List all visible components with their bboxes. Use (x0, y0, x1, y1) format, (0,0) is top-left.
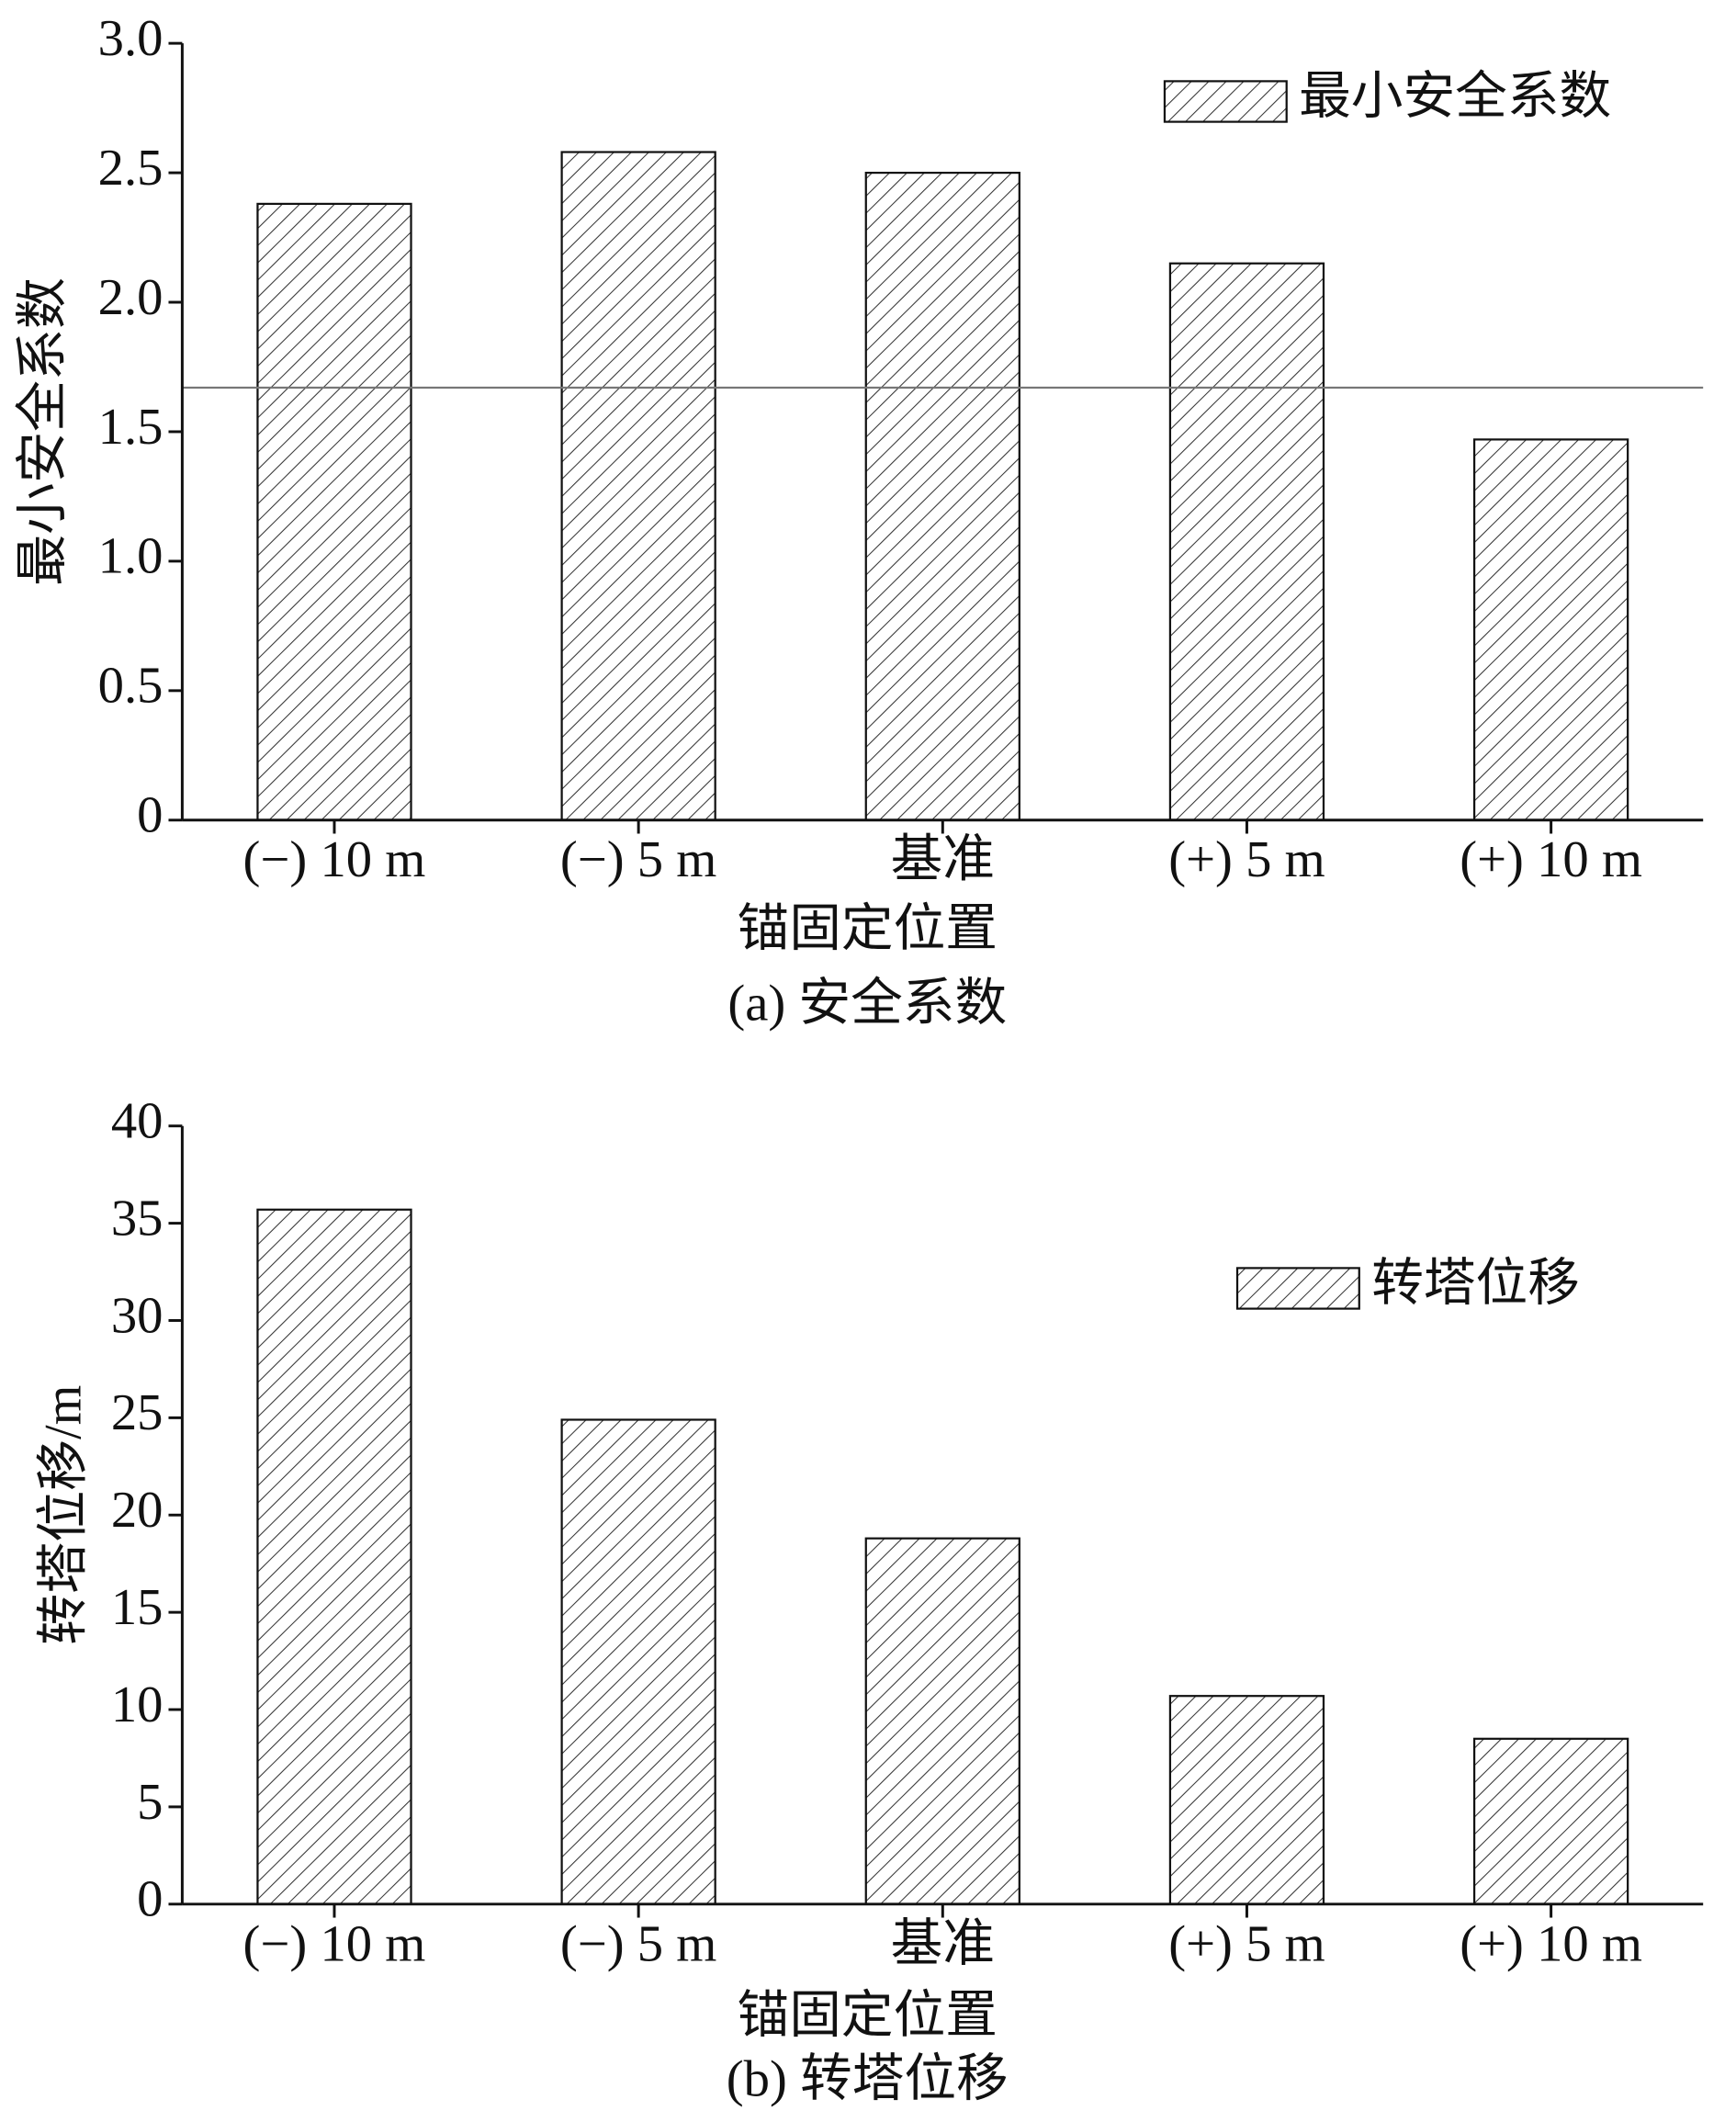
x-axis-label: 锚固定位置 (738, 901, 998, 958)
bar (256, 1208, 412, 1905)
x-tick-label: (−) 10 m (243, 1916, 426, 1973)
x-tick-label: 基准 (891, 832, 995, 889)
x-tick-label: (+) 5 m (1168, 832, 1325, 889)
y-tick-label: 25 (111, 1385, 163, 1442)
bar (256, 202, 412, 821)
y-tick-label: 0 (137, 1871, 163, 1928)
y-tick-label: 15 (111, 1579, 163, 1636)
bar (1472, 438, 1629, 821)
y-tick-label: 10 (111, 1676, 163, 1733)
y-tick-label: 2.0 (98, 269, 163, 326)
caption: (b) 转塔位移 (727, 2051, 1009, 2108)
legend-swatch (1235, 1267, 1360, 1310)
y-tick-label: 30 (111, 1288, 163, 1345)
y-tick-label: 1.5 (98, 399, 163, 456)
y-tick-label: 5 (137, 1774, 163, 1831)
x-tick-label: 基准 (891, 1916, 995, 1973)
x-axis-label: 锚固定位置 (738, 1988, 998, 2045)
bar (560, 151, 716, 821)
x-tick-label: (−) 10 m (243, 832, 426, 889)
y-tick-label: 3.0 (98, 10, 163, 67)
legend-swatch (1163, 80, 1288, 123)
legend-label: 最小安全系数 (1299, 69, 1611, 126)
bar (560, 1418, 716, 1905)
x-tick-label: (+) 5 m (1168, 1916, 1325, 1973)
y-tick-label: 0 (137, 787, 163, 844)
x-tick-label: (−) 5 m (560, 1916, 716, 1973)
bar (864, 171, 1020, 821)
y-tick-label: 2.5 (98, 140, 163, 197)
caption: (a) 安全系数 (727, 976, 1007, 1033)
x-tick-label: (+) 10 m (1460, 1916, 1642, 1973)
x-tick-label: (−) 5 m (560, 832, 716, 889)
legend-label: 转塔位移 (1371, 1256, 1580, 1313)
y-tick-label: 40 (111, 1093, 163, 1150)
bar (1168, 262, 1325, 821)
y-tick-label: 20 (111, 1482, 163, 1539)
bar (864, 1537, 1020, 1905)
bar (1168, 1695, 1325, 1905)
bar (1472, 1737, 1629, 1905)
y-tick-label: 0.5 (98, 658, 163, 715)
y-axis-label: 最小安全系数 (15, 277, 72, 586)
x-tick-label: (+) 10 m (1460, 832, 1642, 889)
y-tick-label: 35 (111, 1191, 163, 1247)
y-axis-label: 转塔位移/m (35, 1385, 92, 1645)
y-tick-label: 1.0 (98, 528, 163, 585)
